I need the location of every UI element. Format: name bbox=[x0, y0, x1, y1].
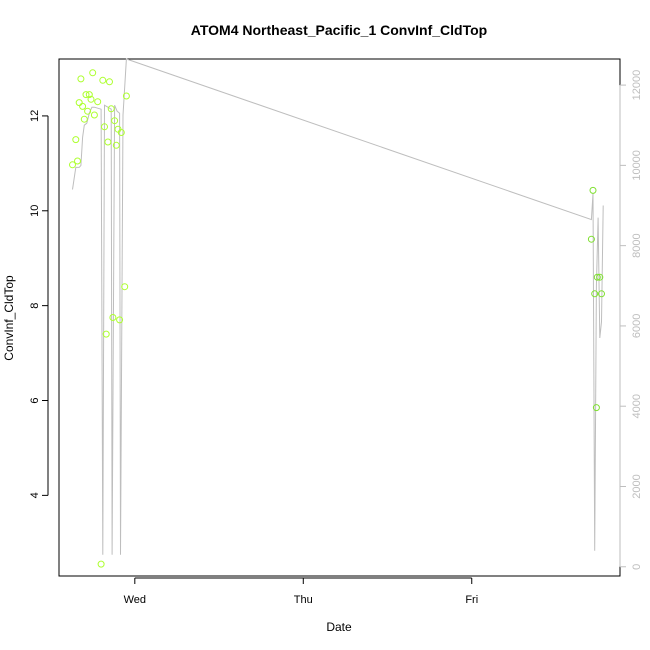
scatter-point bbox=[75, 99, 83, 107]
y2-tick-label: 12000 bbox=[631, 70, 643, 101]
scatter-point bbox=[101, 123, 108, 131]
scatter-point bbox=[593, 273, 601, 281]
series-line bbox=[72, 58, 604, 555]
scatter-point bbox=[69, 161, 76, 169]
scatter-point bbox=[107, 105, 115, 113]
scatter-point bbox=[121, 283, 129, 291]
scatter-point bbox=[77, 75, 85, 83]
scatter-point bbox=[104, 138, 112, 146]
scatter-point bbox=[74, 157, 81, 165]
x-axis-label: Date bbox=[326, 620, 352, 634]
scatter-point bbox=[589, 186, 597, 194]
y2-tick-label: 10000 bbox=[631, 150, 643, 181]
y-axis-label: ConvInf_CldTop bbox=[2, 275, 16, 361]
y-axis-left: 4 6 8 10 12 bbox=[29, 110, 49, 498]
scatter-point bbox=[592, 404, 600, 412]
scatter-point bbox=[109, 314, 117, 321]
y-tick-label: 6 bbox=[29, 397, 41, 403]
scatter-point bbox=[117, 129, 125, 136]
x-tick-label: Fri bbox=[465, 594, 478, 606]
scatter-point bbox=[80, 115, 88, 123]
y2-tick-label: 8000 bbox=[631, 233, 643, 257]
y-axis-right: 0 2000 4000 6000 8000 10000 12000 bbox=[619, 70, 643, 570]
y2-tick-label: 0 bbox=[631, 564, 643, 570]
scatter-point bbox=[111, 117, 119, 125]
scatter-point bbox=[82, 91, 90, 99]
y2-tick-label: 4000 bbox=[631, 394, 643, 418]
scatter-point bbox=[90, 111, 98, 119]
scatter-point bbox=[79, 102, 87, 110]
y2-tick-label: 6000 bbox=[631, 314, 643, 338]
x-tick-label: Thu bbox=[294, 594, 313, 606]
scatter-point bbox=[84, 107, 92, 115]
scatter-point bbox=[116, 316, 124, 324]
scatter-point bbox=[106, 78, 113, 86]
plot-frame bbox=[58, 58, 621, 577]
scatter-point bbox=[89, 69, 97, 77]
y-tick-label: 4 bbox=[29, 492, 41, 498]
scatter-point bbox=[85, 91, 93, 99]
scatter-point bbox=[598, 290, 605, 298]
scatter-point bbox=[591, 290, 599, 298]
scatter-point bbox=[596, 273, 604, 281]
x-axis: Wed Thu Fri bbox=[124, 577, 478, 606]
y-tick-label: 10 bbox=[29, 205, 41, 217]
scatter-point bbox=[72, 136, 80, 144]
scatter-point bbox=[112, 141, 120, 149]
y2-tick-label: 2000 bbox=[631, 474, 643, 498]
scatter-point bbox=[94, 98, 102, 106]
scatter-point bbox=[87, 95, 95, 103]
chart-title: ATOM4 Northeast_Pacific_1 ConvInf_CldTop bbox=[191, 22, 487, 38]
scatter-point bbox=[97, 560, 105, 568]
scatter-points-group bbox=[69, 69, 605, 568]
y-tick-label: 8 bbox=[29, 303, 41, 309]
scatter-point bbox=[122, 92, 130, 100]
y-tick-label: 12 bbox=[29, 110, 41, 122]
series-line-group bbox=[72, 58, 604, 555]
scatter-point bbox=[102, 330, 110, 338]
scatter-point bbox=[587, 235, 595, 243]
x-tick-label: Wed bbox=[124, 594, 146, 606]
scatter-point bbox=[99, 76, 107, 84]
